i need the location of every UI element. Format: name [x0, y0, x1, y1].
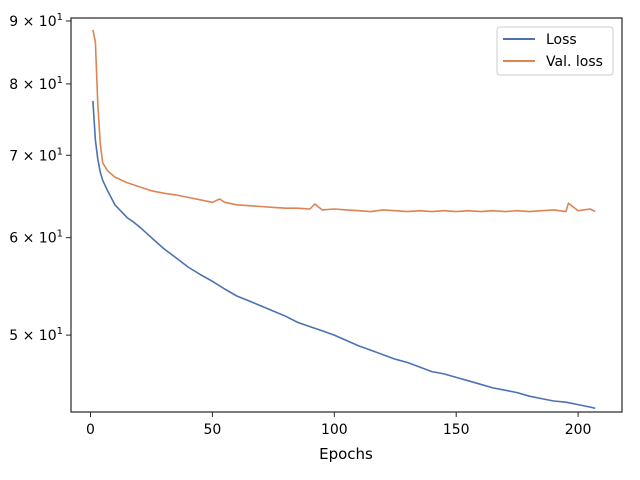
y-tick-label: 7 × 101	[9, 146, 63, 164]
y-tick-label: 6 × 101	[9, 229, 63, 247]
y-tick-label: 9 × 101	[9, 12, 63, 30]
x-tick-label: 150	[443, 422, 470, 438]
x-axis-label: Epochs	[319, 445, 373, 463]
legend-label-loss: Loss	[546, 32, 577, 48]
x-tick-label: 100	[321, 422, 348, 438]
series-line-loss	[92, 100, 596, 410]
legend-label-val-loss: Val. loss	[546, 54, 603, 70]
y-tick-label: 8 × 101	[9, 75, 63, 93]
series-line-val-loss	[92, 29, 596, 213]
x-tick-label: 50	[203, 422, 221, 438]
legend: Loss Val. loss	[496, 26, 614, 76]
x-tick-label: 200	[565, 422, 592, 438]
x-tick-label: 0	[86, 422, 95, 438]
plot-frame	[70, 17, 623, 413]
y-tick-label: 5 × 101	[9, 326, 63, 344]
